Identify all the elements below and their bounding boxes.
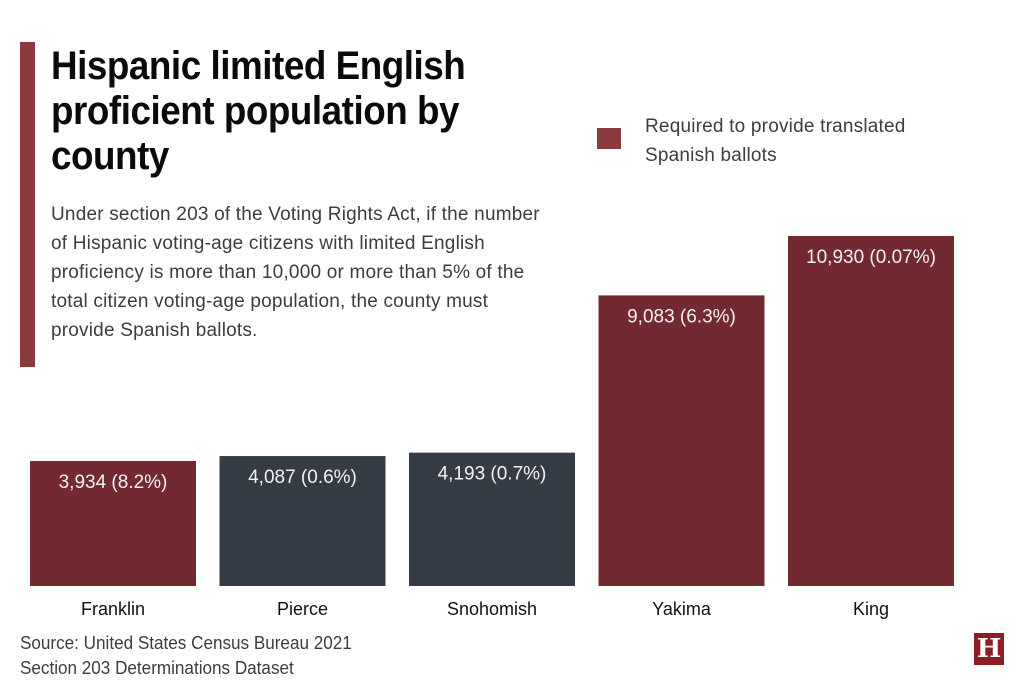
data-label-king: 10,930 (0.07%): [806, 247, 936, 268]
chart-title: Hispanic limited English proficient popu…: [51, 44, 466, 178]
bar-yakima: [598, 295, 765, 586]
bar-franklin: [30, 460, 196, 586]
data-label-yakima: 9,083 (6.3%): [627, 306, 736, 327]
category-label-yakima: Yakima: [652, 599, 712, 619]
legend: Required to provide translated Spanish b…: [597, 112, 965, 170]
category-label-snohomish: Snohomish: [447, 599, 537, 619]
legend-label-required: Required to provide translated Spanish b…: [645, 116, 906, 166]
source-line-1: Source: United States Census Bureau 2021: [20, 633, 352, 653]
bar-pierce: [219, 456, 386, 586]
data-label-pierce: 4,087 (0.6%): [248, 467, 357, 488]
source-line-2: Section 203 Determinations Dataset: [20, 658, 294, 678]
category-label-franklin: Franklin: [81, 599, 145, 619]
data-label-franklin: 3,934 (8.2%): [59, 472, 168, 493]
legend-swatch-required: [597, 128, 621, 149]
bar-snohomish: [409, 452, 575, 586]
data-label-snohomish: 4,193 (0.7%): [438, 464, 547, 485]
title-accent-bar: [20, 42, 35, 367]
category-label-pierce: Pierce: [277, 599, 328, 619]
publisher-logo-icon: H: [974, 633, 1004, 665]
logo-letter: H: [976, 634, 1002, 664]
bar-king: [788, 236, 954, 586]
category-label-king: King: [853, 599, 889, 619]
source-note: Source: United States Census Bureau 2021…: [20, 631, 352, 681]
chart-subtitle: Under section 203 of the Voting Rights A…: [51, 204, 540, 341]
